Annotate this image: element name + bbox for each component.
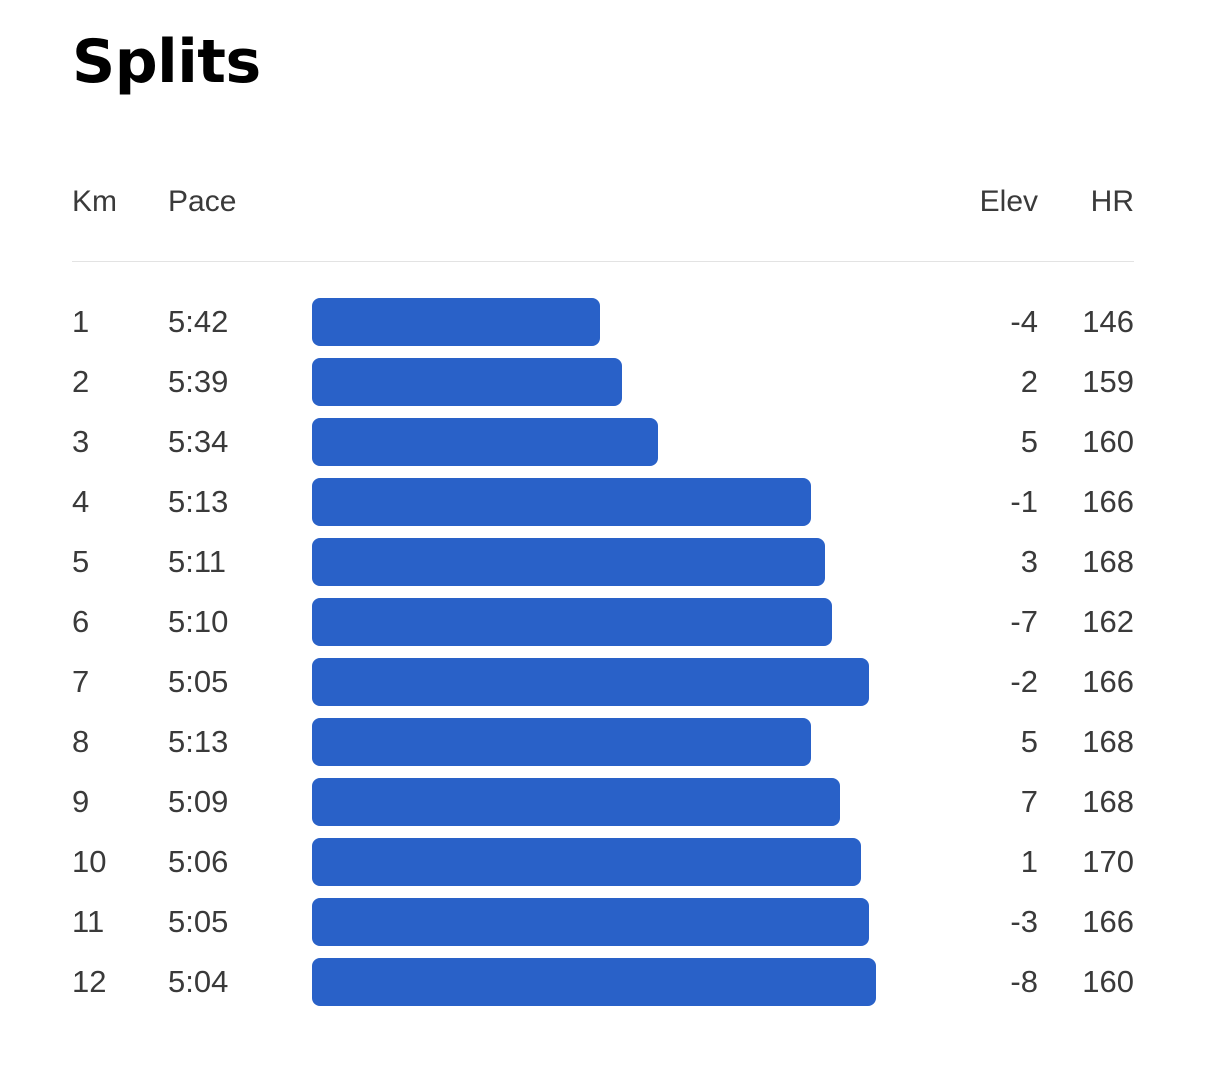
- split-hr: 168: [1082, 544, 1134, 579]
- split-elev: -7: [1010, 604, 1038, 639]
- split-hr: 160: [1082, 964, 1134, 999]
- split-row: 2 5:39 2 159: [72, 358, 1134, 418]
- split-km: 5: [72, 544, 90, 579]
- split-km: 9: [72, 784, 90, 819]
- split-hr: 160: [1082, 424, 1134, 459]
- page-title: Splits: [72, 27, 261, 97]
- pace-bar-track: [312, 898, 972, 946]
- pace-bar: [312, 298, 600, 346]
- column-header-hr: HR: [1090, 185, 1134, 218]
- split-elev: -2: [1010, 664, 1038, 699]
- pace-bar-track: [312, 778, 972, 826]
- split-hr: 166: [1082, 904, 1134, 939]
- pace-bar: [312, 778, 840, 826]
- split-hr: 159: [1082, 364, 1134, 399]
- split-hr: 146: [1082, 304, 1134, 339]
- split-row: 3 5:34 5 160: [72, 418, 1134, 478]
- split-km: 6: [72, 604, 90, 639]
- split-elev: 7: [1020, 784, 1038, 819]
- split-km: 1: [72, 304, 90, 339]
- splits-table-header: Km Pace Elev HR: [72, 180, 1134, 224]
- header-divider: [72, 261, 1134, 262]
- split-pace: 5:09: [168, 784, 229, 819]
- split-pace: 5:06: [168, 844, 229, 879]
- split-row: 12 5:04 -8 160: [72, 958, 1134, 1018]
- split-hr: 168: [1082, 724, 1134, 759]
- split-elev: -3: [1010, 904, 1038, 939]
- split-elev: 5: [1020, 424, 1038, 459]
- pace-bar-track: [312, 538, 972, 586]
- split-row: 1 5:42 -4 146: [72, 298, 1134, 358]
- pace-bar: [312, 718, 811, 766]
- split-row: 5 5:11 3 168: [72, 538, 1134, 598]
- split-hr: 166: [1082, 664, 1134, 699]
- pace-bar: [312, 958, 876, 1006]
- pace-bar: [312, 838, 861, 886]
- split-elev: 1: [1020, 844, 1038, 879]
- pace-bar: [312, 538, 825, 586]
- pace-bar: [312, 358, 622, 406]
- split-km: 8: [72, 724, 90, 759]
- pace-bar: [312, 898, 869, 946]
- pace-bar-track: [312, 598, 972, 646]
- split-pace: 5:11: [168, 544, 227, 579]
- split-elev: 2: [1020, 364, 1038, 399]
- split-elev: -8: [1010, 964, 1038, 999]
- split-row: 9 5:09 7 168: [72, 778, 1134, 838]
- split-pace: 5:39: [168, 364, 229, 399]
- split-pace: 5:13: [168, 724, 229, 759]
- split-pace: 5:05: [168, 664, 229, 699]
- pace-bar: [312, 658, 869, 706]
- pace-bar-track: [312, 958, 972, 1006]
- split-pace: 5:10: [168, 604, 229, 639]
- pace-bar: [312, 598, 832, 646]
- split-km: 10: [72, 844, 107, 879]
- pace-bar-track: [312, 658, 972, 706]
- split-row: 6 5:10 -7 162: [72, 598, 1134, 658]
- pace-bar: [312, 418, 658, 466]
- pace-bar-track: [312, 418, 972, 466]
- split-hr: 162: [1082, 604, 1134, 639]
- split-km: 4: [72, 484, 90, 519]
- split-row: 4 5:13 -1 166: [72, 478, 1134, 538]
- split-row: 8 5:13 5 168: [72, 718, 1134, 778]
- column-header-elev: Elev: [979, 185, 1038, 218]
- split-km: 11: [72, 904, 105, 939]
- pace-bar-track: [312, 478, 972, 526]
- split-row: 11 5:05 -3 166: [72, 898, 1134, 958]
- pace-bar-track: [312, 838, 972, 886]
- split-km: 2: [72, 364, 90, 399]
- split-hr: 166: [1082, 484, 1134, 519]
- split-hr: 168: [1082, 784, 1134, 819]
- split-elev: -4: [1010, 304, 1038, 339]
- column-header-pace: Pace: [168, 185, 237, 218]
- pace-bar-track: [312, 298, 972, 346]
- split-pace: 5:42: [168, 304, 229, 339]
- split-pace: 5:13: [168, 484, 229, 519]
- split-row: 10 5:06 1 170: [72, 838, 1134, 898]
- split-pace: 5:04: [168, 964, 229, 999]
- split-elev: -1: [1010, 484, 1038, 519]
- splits-list: 1 5:42 -4 146 2 5:39 2 159 3 5:34 5 160 4 5:13 -1 166 5 5…: [72, 298, 1134, 1018]
- split-km: 12: [72, 964, 107, 999]
- split-hr: 170: [1082, 844, 1134, 879]
- pace-bar-track: [312, 718, 972, 766]
- split-elev: 5: [1020, 724, 1038, 759]
- pace-bar-track: [312, 358, 972, 406]
- pace-bar: [312, 478, 811, 526]
- column-header-km: Km: [72, 185, 117, 218]
- split-elev: 3: [1020, 544, 1038, 579]
- split-pace: 5:34: [168, 424, 229, 459]
- split-pace: 5:05: [168, 904, 229, 939]
- split-km: 7: [72, 664, 90, 699]
- split-km: 3: [72, 424, 90, 459]
- split-row: 7 5:05 -2 166: [72, 658, 1134, 718]
